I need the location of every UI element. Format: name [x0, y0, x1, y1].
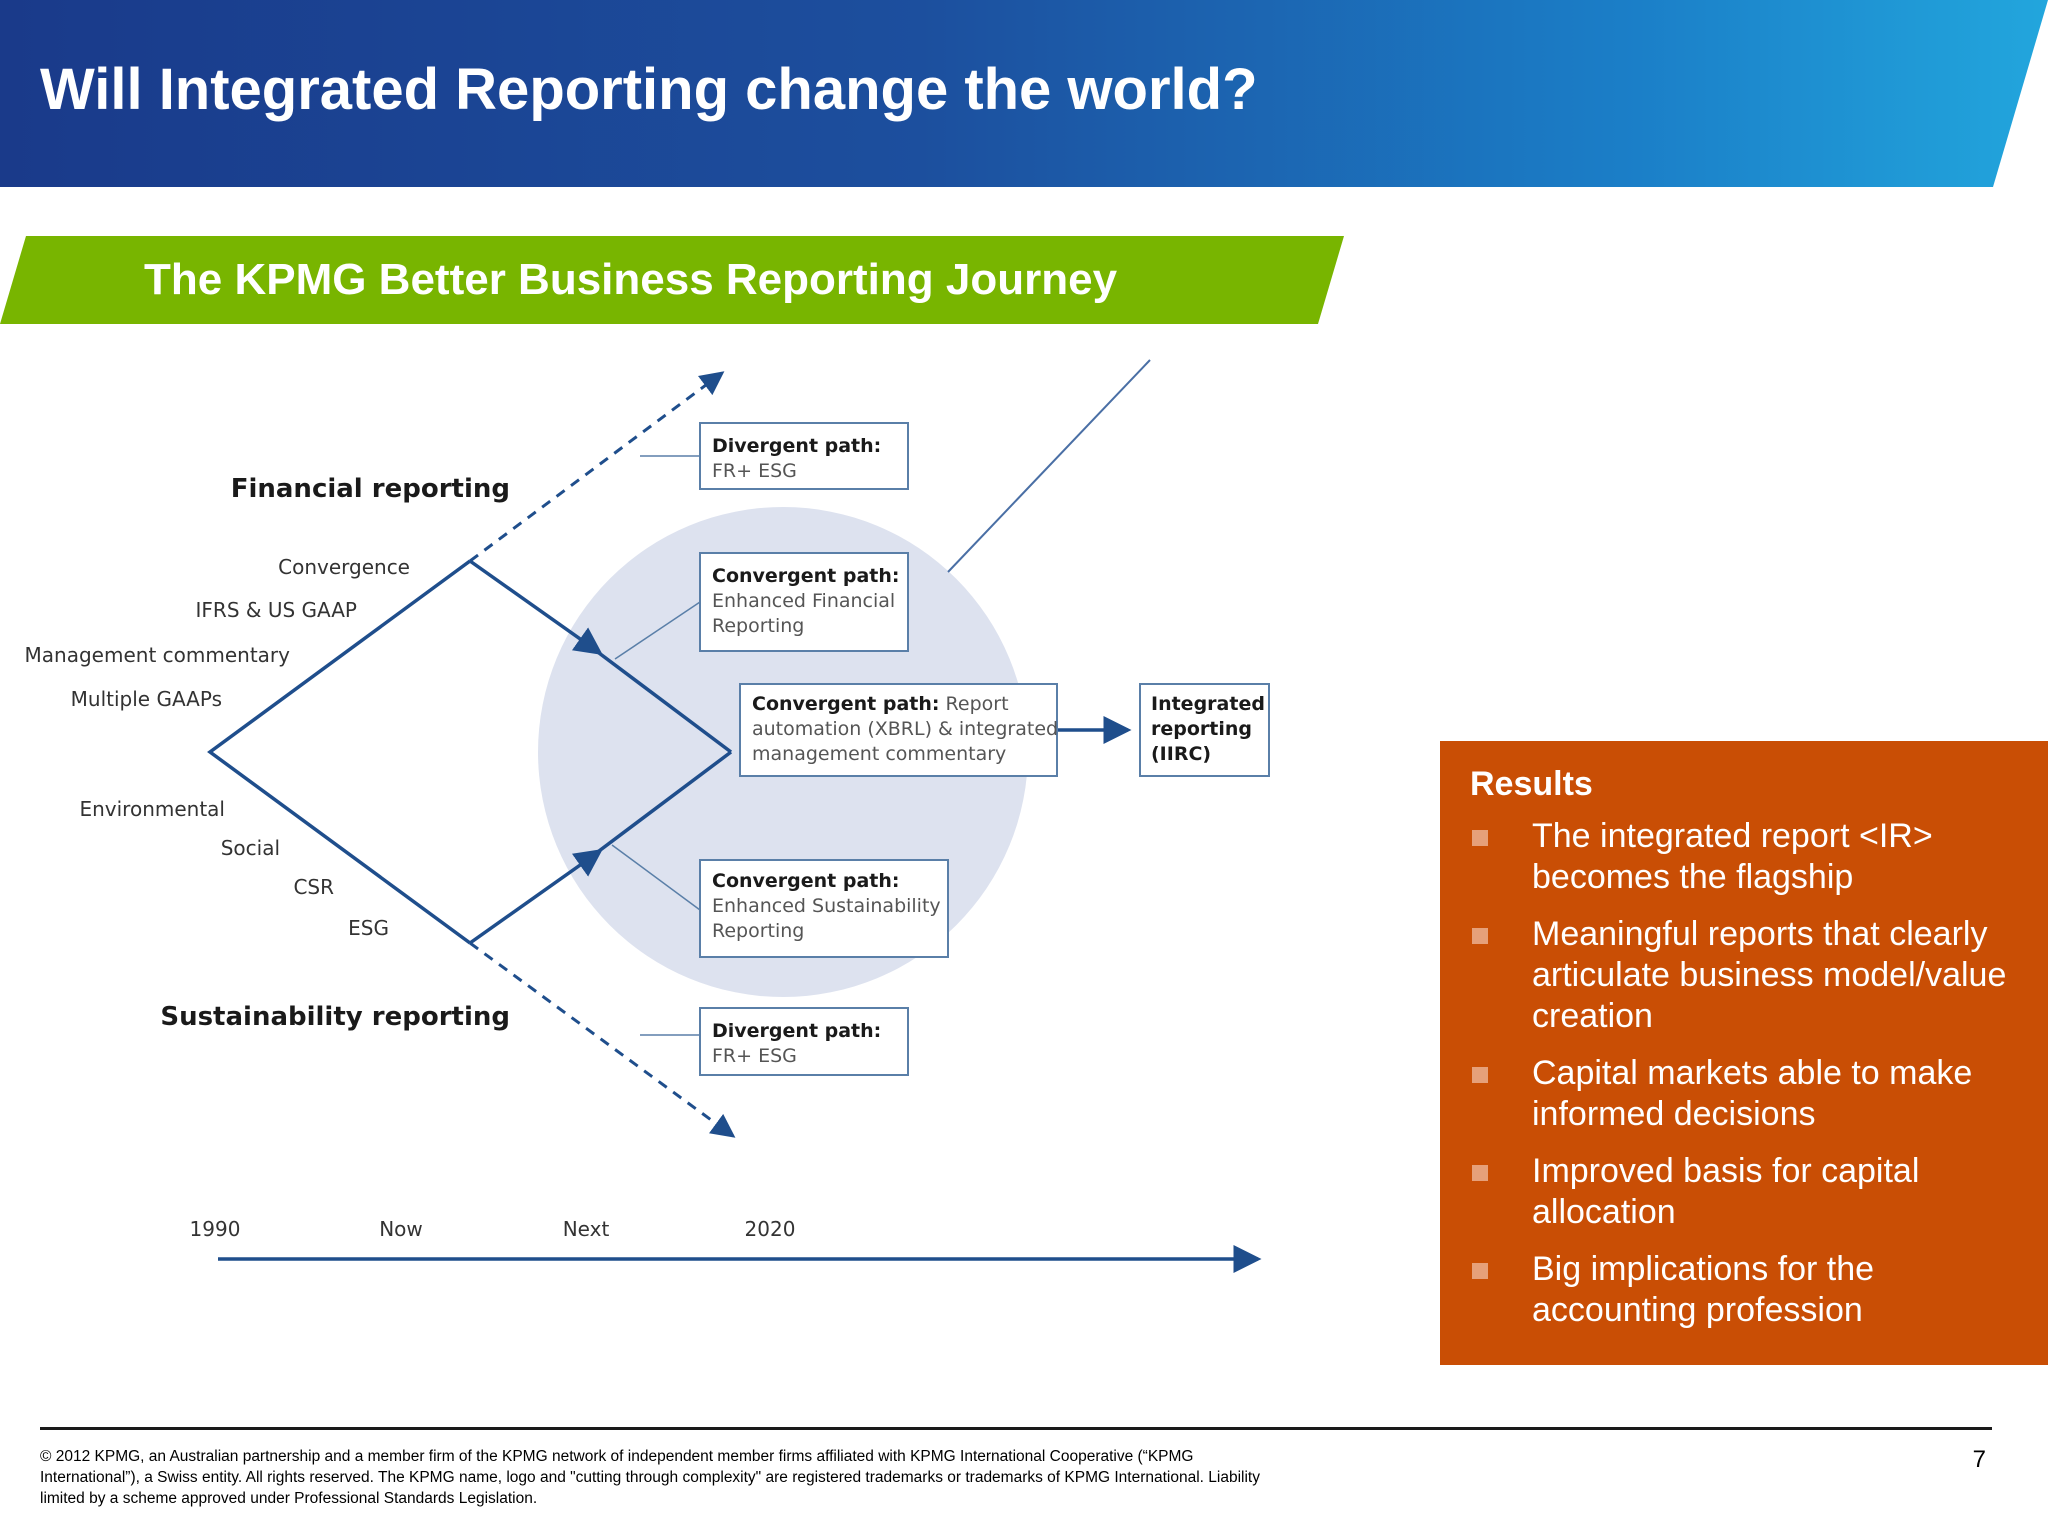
sustainability-item: Environmental: [79, 797, 225, 821]
footer-divider: [40, 1427, 1992, 1430]
square-bullet-icon: [1472, 830, 1488, 846]
convergent-report-heading: Convergent path: Report: [752, 693, 1009, 715]
results-item: Capital markets able to make informed de…: [1470, 1053, 2020, 1135]
timeline-label: Now: [379, 1217, 423, 1241]
journey-banner: [0, 236, 1344, 324]
divergent-path-box-bottom: [699, 1007, 909, 1076]
pointer-line: [947, 359, 1151, 573]
results-panel: Results The integrated report <IR> becom…: [1440, 741, 2048, 1365]
results-item-text: Capital markets able to make informed de…: [1532, 1054, 1973, 1133]
timeline-label: 1990: [190, 1217, 241, 1241]
results-item: Big implications for the accounting prof…: [1470, 1249, 2020, 1331]
results-item: The integrated report <IR> becomes the f…: [1470, 816, 2020, 898]
journey-banner-title: The KPMG Better Business Reporting Journ…: [144, 255, 1118, 304]
timeline-label: Next: [563, 1217, 610, 1241]
divergent-bottom-title: Divergent path:: [712, 1020, 881, 1042]
connector-sustainability: [611, 844, 701, 911]
lower-converging-line: [593, 750, 733, 856]
square-bullet-icon: [1472, 928, 1488, 944]
square-bullet-icon: [1472, 1263, 1488, 1279]
footer-copyright: © 2012 KPMG, an Australian partnership a…: [40, 1448, 1260, 1507]
convergent-sustainability-title: Convergent path:: [712, 870, 900, 892]
convergent-financial-line: Reporting: [712, 615, 804, 637]
financial-item: IFRS & US GAAP: [196, 598, 357, 622]
results-list: The integrated report <IR> becomes the f…: [1470, 816, 2020, 1331]
page-number: 7: [1972, 1446, 1986, 1473]
divergent-top-title: Divergent path:: [712, 435, 881, 457]
page-title: Will Integrated Reporting change the wor…: [40, 57, 1258, 122]
convergent-report-line: management commentary: [752, 743, 1006, 765]
integrated-reporting-box: [1139, 683, 1270, 777]
results-item-text: Meaningful reports that clearly articula…: [1532, 915, 2007, 1035]
square-bullet-icon: [1472, 1067, 1488, 1083]
sustainability-item: ESG: [348, 916, 389, 940]
convergent-financial-line: Enhanced Financial: [712, 590, 895, 612]
financial-item: Convergence: [278, 555, 410, 579]
results-item-text: Improved basis for capital allocation: [1532, 1152, 1920, 1231]
header-band: [0, 0, 2048, 187]
divergent-path-box-top: [699, 422, 909, 490]
results-item: Meaningful reports that clearly articula…: [1470, 914, 2020, 1037]
convergent-report-box: [739, 683, 1058, 777]
results-item: Improved basis for capital allocation: [1470, 1151, 2020, 1233]
convergent-report-title-rest: Report: [940, 693, 1009, 715]
sustainability-item: Social: [221, 836, 280, 860]
convergent-sustainability-box: [699, 859, 949, 958]
integrated-line: (IIRC): [1151, 743, 1211, 765]
upper-converging-arrow: [468, 559, 603, 656]
timeline-label: 2020: [745, 1217, 796, 1241]
sustainability-item: CSR: [293, 875, 334, 899]
convergent-financial-box: [699, 552, 909, 652]
financial-reporting-label: Financial reporting: [231, 474, 510, 504]
convergent-report-line: automation (XBRL) & integrated: [752, 718, 1058, 740]
results-title: Results: [1470, 765, 1593, 803]
convergent-sustainability-line: Reporting: [712, 920, 804, 942]
square-bullet-icon: [1472, 1165, 1488, 1181]
diamond-left-path: [207, 559, 472, 945]
connector-financial: [614, 601, 701, 660]
upper-converging-line: [593, 648, 733, 754]
integrated-line: reporting: [1151, 718, 1252, 740]
results-item-text: Big implications for the accounting prof…: [1532, 1250, 1875, 1329]
sustainability-reporting-label: Sustainability reporting: [160, 1002, 510, 1032]
convergent-sustainability-line: Enhanced Sustainability: [712, 895, 941, 917]
divergent-down-arrow: [469, 941, 736, 1138]
divergent-bottom-line: FR+ ESG: [712, 1045, 797, 1067]
convergent-financial-title: Convergent path:: [712, 565, 900, 587]
convergent-report-title: Convergent path:: [752, 693, 940, 715]
integrated-line: Integrated: [1151, 693, 1265, 715]
divergent-top-line: FR+ ESG: [712, 460, 797, 482]
lower-converging-arrow: [468, 848, 603, 945]
financial-item: Multiple GAAPs: [71, 687, 222, 711]
financial-item: Management commentary: [25, 643, 291, 667]
results-item-text: The integrated report <IR> becomes the f…: [1532, 817, 1933, 896]
